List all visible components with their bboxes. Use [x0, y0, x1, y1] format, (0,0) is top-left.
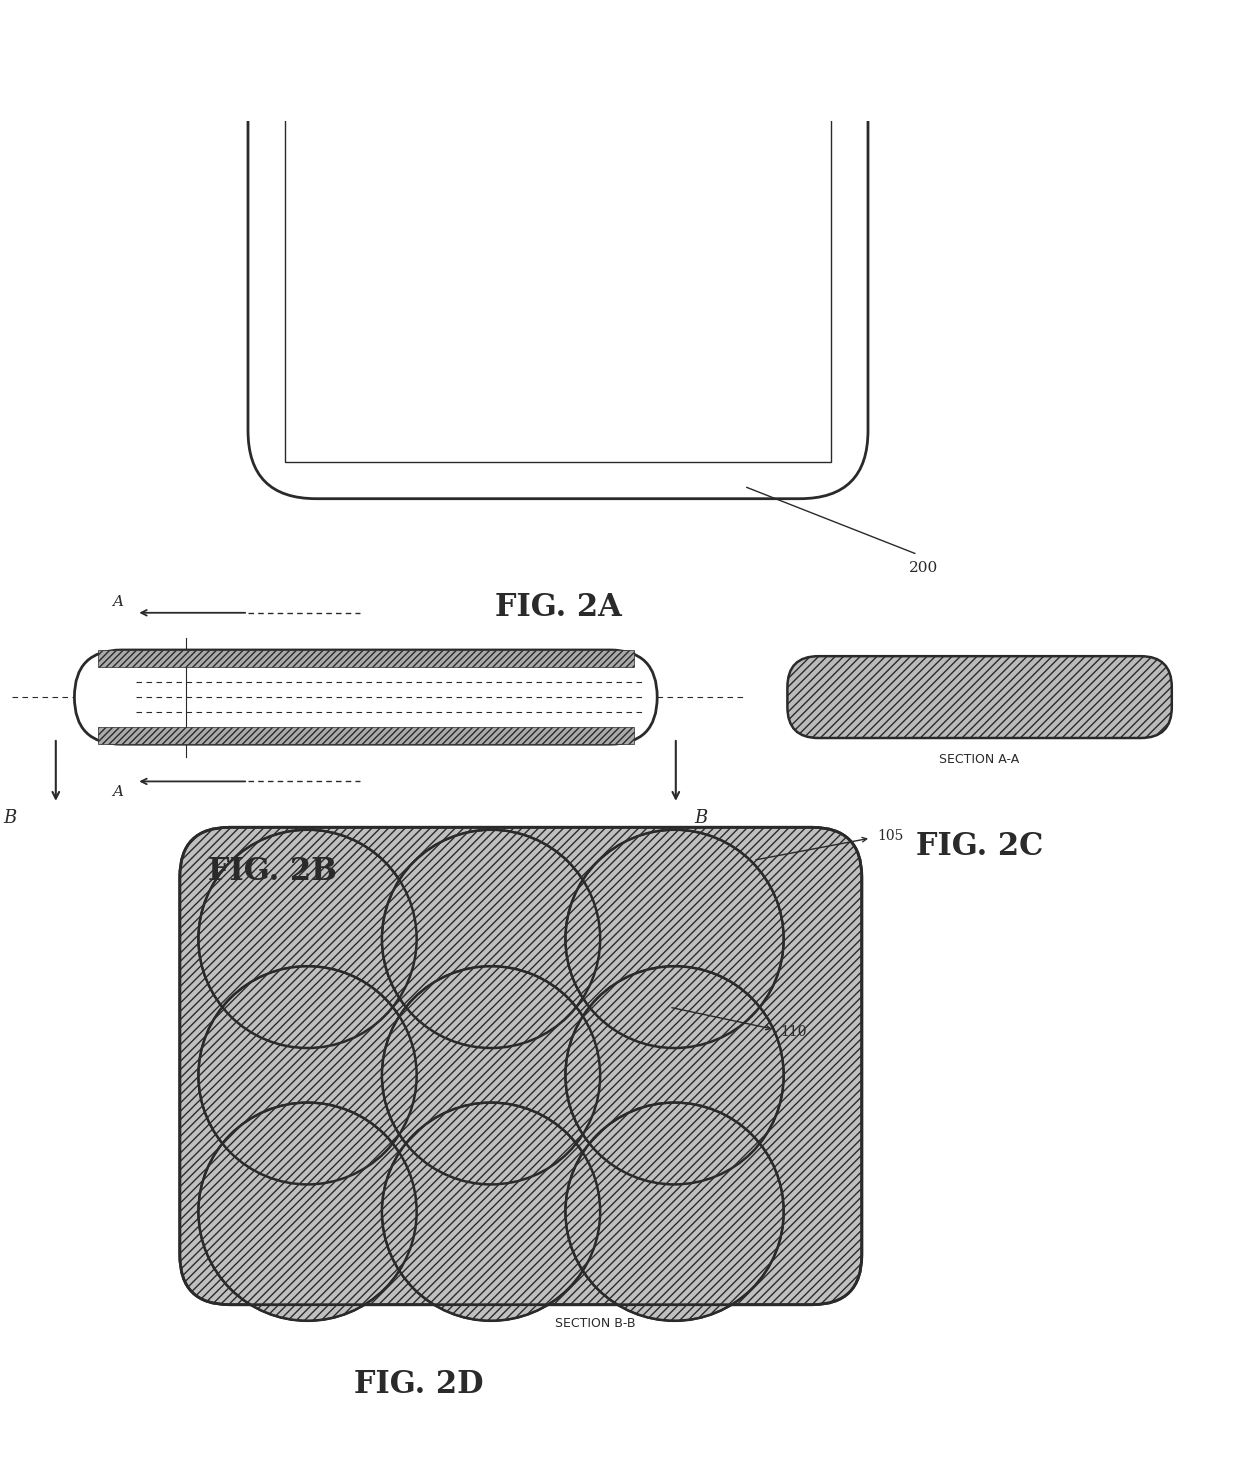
Circle shape	[198, 966, 417, 1185]
Text: FIG. 2A: FIG. 2A	[495, 592, 621, 622]
FancyBboxPatch shape	[787, 656, 1172, 738]
FancyBboxPatch shape	[74, 650, 657, 745]
Bar	[285, 0, 831, 462]
Bar	[98, 727, 634, 745]
Circle shape	[565, 1102, 784, 1321]
Circle shape	[382, 1102, 600, 1321]
Circle shape	[565, 966, 784, 1185]
Text: SECTION A-A: SECTION A-A	[940, 752, 1019, 766]
Circle shape	[198, 829, 417, 1049]
Text: A: A	[113, 595, 123, 609]
Text: A: A	[113, 785, 123, 800]
Circle shape	[382, 966, 600, 1185]
Text: 105: 105	[877, 828, 904, 843]
Circle shape	[198, 1102, 417, 1321]
Text: SECTION B-B: SECTION B-B	[556, 1317, 635, 1330]
Text: FIG. 2D: FIG. 2D	[353, 1368, 484, 1400]
Text: B: B	[694, 809, 707, 826]
Bar	[98, 650, 634, 668]
Text: 110: 110	[781, 1025, 807, 1038]
Text: FIG. 2C: FIG. 2C	[916, 831, 1043, 862]
Circle shape	[382, 829, 600, 1049]
Text: 200: 200	[909, 561, 939, 575]
Text: FIG. 2B: FIG. 2B	[208, 856, 337, 887]
FancyBboxPatch shape	[248, 0, 868, 499]
Circle shape	[565, 829, 784, 1049]
FancyBboxPatch shape	[180, 828, 862, 1305]
Text: B: B	[4, 809, 16, 826]
